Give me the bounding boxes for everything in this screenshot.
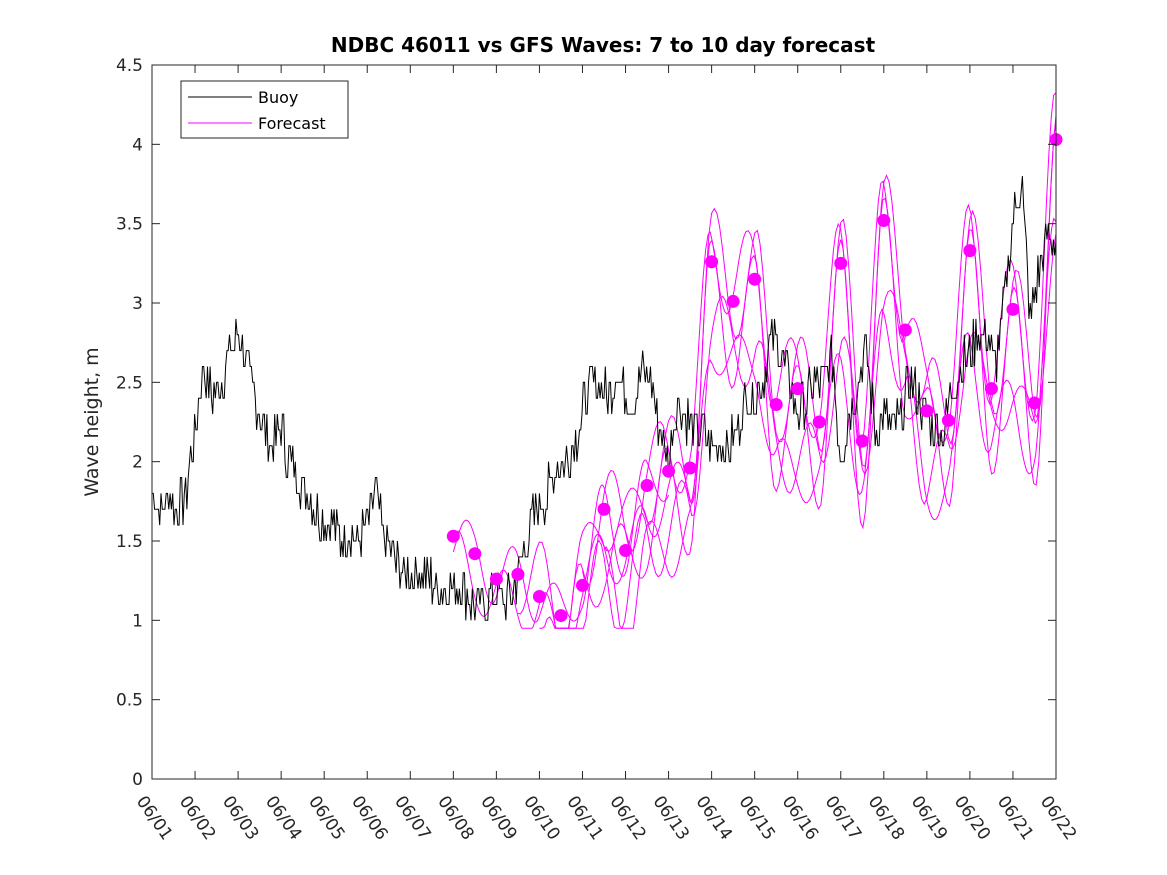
forecast-point (812, 415, 826, 429)
forecast-point (575, 578, 589, 592)
forecast-point (640, 478, 654, 492)
forecast-point (597, 502, 611, 516)
chart-title: NDBC 46011 vs GFS Waves: 7 to 10 day for… (331, 33, 876, 57)
y-tick-label: 3.5 (116, 215, 143, 235)
y-tick-label: 2 (132, 453, 143, 473)
forecast-point (898, 323, 912, 337)
forecast-point (619, 544, 633, 558)
y-tick-label: 4 (132, 135, 143, 155)
y-tick-label: 0 (132, 770, 143, 790)
forecast-series-path (603, 217, 1057, 629)
forecast-point (726, 294, 740, 308)
y-tick-label: 1 (132, 611, 143, 631)
forecast-point (920, 404, 934, 418)
forecast-point (511, 567, 525, 581)
forecast-markers (446, 133, 1063, 623)
forecast-point (941, 413, 955, 427)
forecast-point (489, 572, 503, 586)
forecast-point (748, 272, 762, 286)
y-axis-label: Wave height, m (81, 347, 103, 496)
forecast-point (1006, 302, 1020, 316)
forecast-point (769, 398, 783, 412)
plot-frame (151, 64, 1057, 780)
buoy-line (152, 176, 1057, 621)
forecast-point (662, 464, 676, 478)
forecast-point (446, 529, 460, 543)
buoy-series-path (152, 176, 1057, 621)
forecast-series-path (452, 459, 670, 623)
forecast-point (705, 255, 719, 269)
forecast-point (683, 461, 697, 475)
forecast-point (554, 609, 568, 623)
y-ticks: 0 0.5 1 1.5 2 2.5 3 3.5 4 4.5 (116, 56, 1056, 790)
legend-buoy-label: Buoy (258, 88, 298, 107)
forecast-point (468, 547, 482, 561)
forecast-point (834, 256, 848, 270)
forecast-point (963, 244, 977, 258)
forecast-point (791, 382, 805, 396)
forecast-point (984, 382, 998, 396)
forecast-point (877, 213, 891, 227)
y-tick-label: 3 (132, 294, 143, 314)
y-tick-label: 0.5 (116, 691, 143, 711)
y-tick-label: 1.5 (116, 532, 143, 552)
forecast-point (1027, 396, 1041, 410)
y-tick-label: 2.5 (116, 373, 143, 393)
forecast-point (532, 590, 546, 604)
forecast-point (855, 434, 869, 448)
legend-forecast-label: Forecast (258, 114, 326, 133)
legend: Buoy Forecast (180, 80, 349, 139)
y-tick-label: 4.5 (116, 56, 143, 76)
